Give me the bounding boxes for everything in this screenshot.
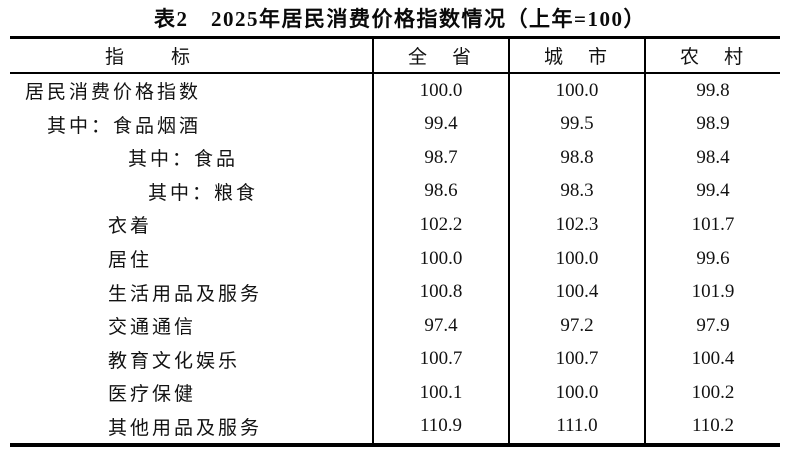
table-row-other-goods-services: 其他用品及服务 110.9 111.0 110.2: [10, 409, 780, 444]
table-row-food: 其中：食品 98.7 98.8 98.4: [10, 141, 780, 175]
table-row-clothing: 衣着 102.2 102.3 101.7: [10, 208, 780, 242]
row-value-rural: 99.8: [644, 74, 780, 108]
row-value-rural: 101.9: [644, 275, 780, 309]
column-header-indicator: 指 标: [105, 47, 194, 68]
row-value-province: 100.0: [372, 241, 508, 276]
row-value-city: 100.0: [508, 74, 644, 108]
table-row-daily-goods-services: 生活用品及服务 100.8 100.4 101.9: [10, 275, 780, 309]
cpi-table: 指 标 全 省 城 市 农 村 居民消费价格指数 100.0 100.0 99.…: [10, 36, 780, 447]
row-label: 居住: [108, 250, 153, 271]
row-value-rural: 99.6: [644, 241, 780, 276]
row-value-rural: 100.2: [644, 375, 780, 410]
row-label: 交通通信: [108, 317, 197, 339]
row-value-rural: 101.7: [644, 208, 780, 242]
row-label: 其中：食品烟酒: [47, 115, 202, 137]
row-value-province: 102.2: [372, 208, 508, 242]
row-value-city: 98.8: [508, 141, 644, 175]
row-value-province: 97.4: [372, 308, 508, 343]
row-value-province: 98.6: [372, 174, 508, 209]
row-label: 教育文化娱乐: [108, 350, 241, 372]
row-value-province: 99.4: [372, 107, 508, 142]
table-row-transport-communication: 交通通信 97.4 97.2 97.9: [10, 308, 780, 343]
row-value-city: 102.3: [508, 208, 644, 242]
row-value-city: 100.4: [508, 275, 644, 309]
table-header-row: 指 标 全 省 城 市 农 村: [10, 39, 780, 74]
table-row-education-culture-entertainment: 教育文化娱乐 100.7 100.7 100.4: [10, 342, 780, 376]
row-value-city: 99.5: [508, 107, 644, 142]
row-value-province: 100.7: [372, 342, 508, 376]
row-value-rural: 110.2: [644, 409, 780, 444]
column-header-province: 全 省: [372, 39, 508, 72]
row-value-province: 100.8: [372, 275, 508, 309]
table-row-food-tobacco: 其中：食品烟酒 99.4 99.5 98.9: [10, 107, 780, 142]
row-value-province: 110.9: [372, 409, 508, 444]
row-label: 居民消费价格指数: [25, 82, 202, 104]
table-row-healthcare: 医疗保健 100.1 100.0 100.2: [10, 375, 780, 410]
row-value-rural: 97.9: [644, 308, 780, 343]
table-title: 表2 2025年居民消费价格指数情况（上年=100）: [154, 7, 646, 31]
row-value-province: 100.0: [372, 74, 508, 108]
row-value-city: 100.0: [508, 241, 644, 276]
row-label: 其中：粮食: [148, 182, 259, 204]
row-label: 生活用品及服务: [108, 283, 263, 305]
row-label: 其中：食品: [128, 149, 239, 171]
column-header-rural: 农 村: [644, 39, 780, 72]
row-value-province: 100.1: [372, 375, 508, 410]
table-row-housing: 居住 100.0 100.0 99.6: [10, 241, 780, 276]
row-value-city: 100.0: [508, 375, 644, 410]
row-value-city: 111.0: [508, 409, 644, 444]
row-label: 其他用品及服务: [108, 417, 263, 439]
row-label: 医疗保健: [108, 384, 197, 406]
row-value-rural: 100.4: [644, 342, 780, 376]
table-row-cpi-total: 居民消费价格指数 100.0 100.0 99.8: [10, 74, 780, 108]
row-value-province: 98.7: [372, 141, 508, 175]
row-value-rural: 98.9: [644, 107, 780, 142]
row-value-city: 100.7: [508, 342, 644, 376]
row-label: 衣着: [108, 216, 153, 238]
row-value-rural: 99.4: [644, 174, 780, 209]
row-value-city: 97.2: [508, 308, 644, 343]
table-row-grain: 其中：粮食 98.6 98.3 99.4: [10, 174, 780, 209]
column-header-city: 城 市: [508, 39, 644, 72]
row-value-city: 98.3: [508, 174, 644, 209]
table-body: 居民消费价格指数 100.0 100.0 99.8 其中：食品烟酒 99.4 9…: [10, 74, 780, 444]
row-value-rural: 98.4: [644, 141, 780, 175]
